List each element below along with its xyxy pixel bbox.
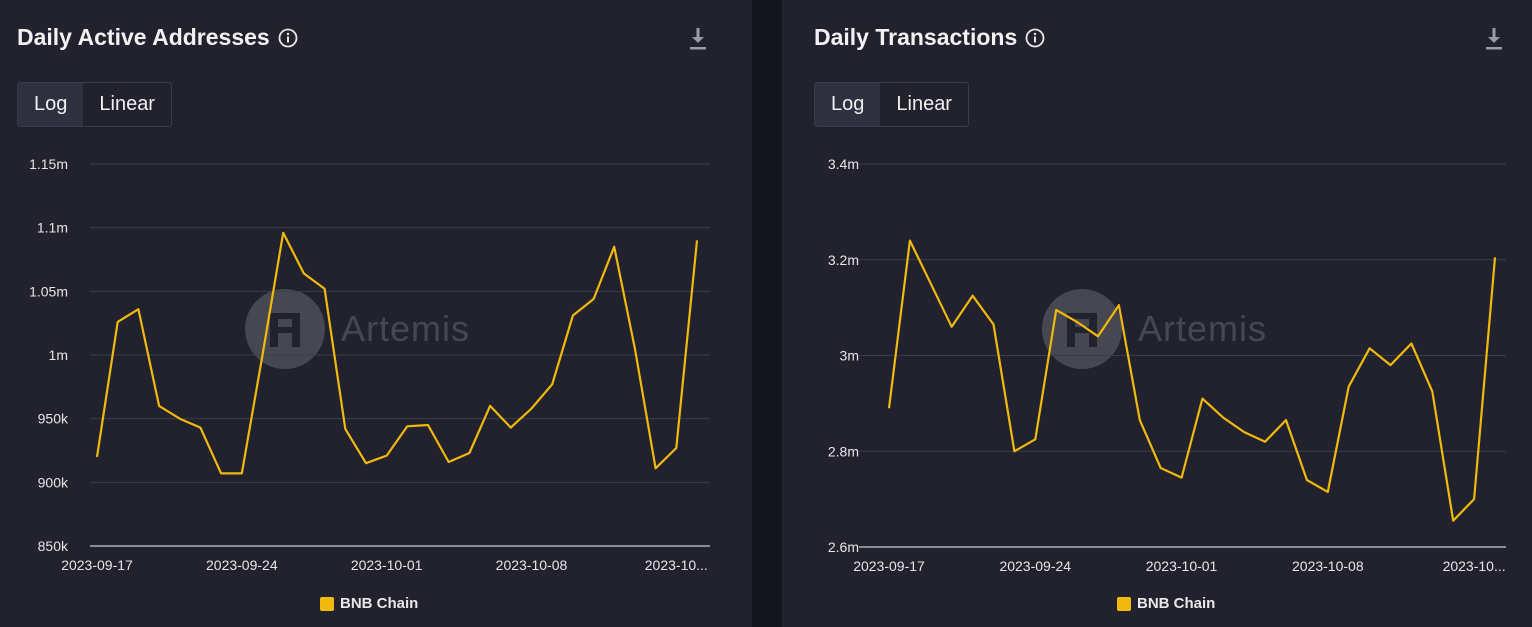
x-tick-label: 2023-09-17 — [61, 557, 133, 573]
panel-divider — [752, 0, 782, 627]
daily-transactions-panel: Daily Transactions Log Linear Artemis 2.… — [782, 0, 1532, 627]
y-tick-label: 3m — [840, 348, 859, 364]
y-tick-label: 1.15m — [29, 156, 68, 172]
daily-active-addresses-panel: Daily Active Addresses Log Linear Artemi… — [0, 0, 752, 627]
legend-swatch — [320, 596, 334, 611]
y-tick-label: 950k — [38, 411, 69, 427]
legend-swatch — [1117, 596, 1131, 611]
x-tick-label: 2023-10-08 — [1292, 558, 1364, 574]
y-tick-label: 2.6m — [828, 539, 859, 555]
legend[interactable]: BNB Chain — [320, 595, 418, 612]
legend-label: BNB Chain — [340, 595, 419, 612]
chart-title: Daily Active Addresses — [17, 24, 298, 51]
y-tick-label: 900k — [38, 474, 69, 490]
linear-scale-button[interactable]: Linear — [99, 93, 155, 115]
x-tick-label: 2023-10... — [1443, 558, 1506, 574]
log-scale-button[interactable]: Log — [815, 83, 881, 126]
y-tick-label: 2.8m — [828, 443, 859, 459]
download-icon[interactable] — [1484, 26, 1504, 52]
linear-scale-button[interactable]: Linear — [896, 93, 952, 115]
legend-label: BNB Chain — [1137, 595, 1216, 612]
download-icon[interactable] — [688, 26, 708, 52]
series-line-bnb-chain — [887, 239, 1497, 522]
x-tick-label: 2023-10-01 — [1146, 558, 1218, 574]
x-tick-label: 2023-10-01 — [351, 557, 423, 573]
chart-title: Daily Transactions — [814, 24, 1045, 51]
y-tick-label: 1.1m — [37, 220, 68, 236]
chart-title-text: Daily Active Addresses — [17, 24, 270, 50]
y-tick-label: 1m — [49, 347, 68, 363]
chart-title-text: Daily Transactions — [814, 24, 1018, 50]
y-tick-label: 3.2m — [828, 252, 859, 268]
transactions-chart: 2.6m 2.8m 3m 3.2m 3.4m 2023-09-17 2023-09-24 20… — [828, 156, 1506, 574]
x-tick-label: 2023-09-24 — [999, 558, 1071, 574]
y-tick-label: 1.05m — [29, 283, 68, 299]
watermark-text: Artemis — [341, 308, 471, 349]
legend[interactable]: BNB Chain — [1117, 595, 1215, 612]
x-tick-label: 2023-09-17 — [853, 558, 925, 574]
y-tick-label: 3.4m — [828, 156, 859, 172]
x-tick-label: 2023-10... — [645, 557, 708, 573]
watermark-text: Artemis — [1138, 308, 1268, 349]
x-tick-label: 2023-10-08 — [496, 557, 568, 573]
scale-toggle: Log Linear — [17, 82, 172, 127]
log-scale-button[interactable]: Log — [18, 83, 84, 126]
info-icon[interactable] — [278, 28, 298, 48]
watermark: Artemis — [245, 289, 470, 369]
info-icon[interactable] — [1025, 28, 1045, 48]
artemis-logo-icon — [245, 289, 325, 369]
active-addresses-chart: 850k 900k 950k 1m 1.05m 1.1m 1.15m 2023-09-17 20… — [29, 156, 710, 573]
scale-toggle: Log Linear — [814, 82, 969, 127]
y-tick-label: 850k — [38, 538, 69, 554]
x-tick-label: 2023-09-24 — [206, 557, 278, 573]
series-line-bnb-chain — [95, 231, 699, 475]
